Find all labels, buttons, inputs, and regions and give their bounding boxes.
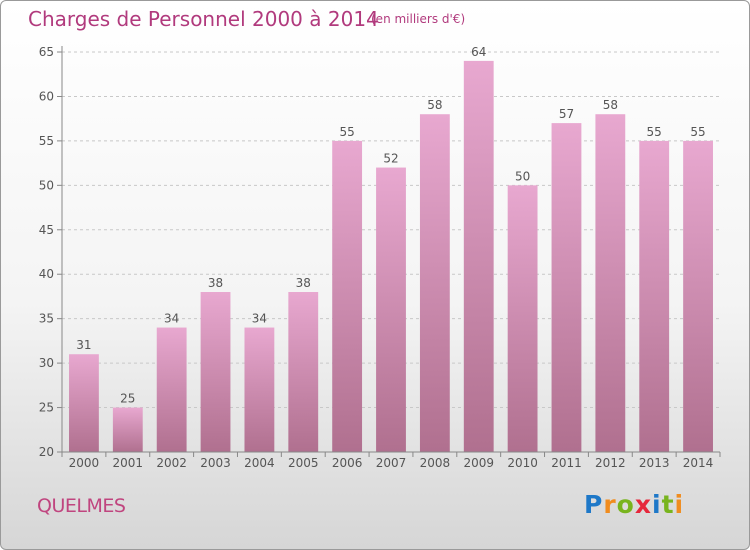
x-tick-label: 2014 <box>683 456 714 470</box>
bar <box>332 140 363 452</box>
y-tick-label: 65 <box>39 45 54 59</box>
y-tick-label: 40 <box>39 267 54 281</box>
bar <box>288 292 319 452</box>
logo-letter: t <box>661 490 675 519</box>
data-label: 64 <box>471 45 486 59</box>
x-tick-label: 2008 <box>420 456 451 470</box>
bar <box>463 60 494 453</box>
bar <box>595 114 626 452</box>
x-tick-label: 2007 <box>376 456 407 470</box>
bar <box>507 185 538 453</box>
bar <box>376 167 406 453</box>
data-label: 38 <box>208 276 223 290</box>
chart-title: Charges de Personnel 2000 à 2014 <box>28 7 379 31</box>
bar <box>112 407 143 452</box>
x-tick-label: 2001 <box>113 456 144 470</box>
logo-letter: o <box>616 490 635 519</box>
logo-letter: i <box>674 490 685 519</box>
bar <box>244 327 275 452</box>
logo-letter: i <box>652 490 662 519</box>
x-tick-label: 2003 <box>200 456 231 470</box>
data-label: 57 <box>559 107 574 121</box>
bar <box>419 114 450 452</box>
bar <box>69 354 99 452</box>
data-label: 58 <box>427 98 442 112</box>
x-tick-label: 2009 <box>463 456 494 470</box>
data-label: 55 <box>647 125 662 139</box>
data-label: 50 <box>515 169 530 183</box>
x-tick-label: 2005 <box>288 456 319 470</box>
proxiti-logo: Proxiti <box>584 490 684 519</box>
logo-letter: P <box>584 490 604 519</box>
y-tick-label: 55 <box>39 134 54 148</box>
x-tick-label: 2010 <box>507 456 538 470</box>
data-label: 55 <box>690 125 705 139</box>
x-tick-label: 2006 <box>332 456 363 470</box>
x-tick-label: 2011 <box>551 456 582 470</box>
x-tick-label: 2004 <box>244 456 275 470</box>
commune-name: QUELMES <box>37 495 126 517</box>
x-tick-label: 2012 <box>595 456 626 470</box>
data-label: 52 <box>383 152 398 166</box>
y-tick-label: 60 <box>39 89 54 103</box>
x-tick-label: 2000 <box>69 456 100 470</box>
data-label: 34 <box>252 312 267 326</box>
data-label: 55 <box>339 125 354 139</box>
bar <box>639 140 670 452</box>
bar <box>551 123 582 452</box>
bar <box>156 327 187 452</box>
y-tick-label: 50 <box>39 178 54 192</box>
data-label: 25 <box>120 392 135 406</box>
y-tick-label: 25 <box>39 401 54 415</box>
bar <box>683 140 713 452</box>
data-label: 34 <box>164 312 179 326</box>
y-tick-label: 35 <box>39 312 54 326</box>
chart-subtitle: (en milliers d'€) <box>371 12 466 26</box>
logo-letter: r <box>603 490 617 519</box>
y-tick-label: 30 <box>39 356 54 370</box>
y-tick-label: 45 <box>39 223 54 237</box>
x-tick-label: 2002 <box>156 456 187 470</box>
x-tick-label: 2013 <box>639 456 670 470</box>
bar <box>200 292 231 452</box>
data-label: 31 <box>76 338 91 352</box>
logo-letter: x <box>634 490 652 519</box>
data-label: 58 <box>603 98 618 112</box>
data-label: 38 <box>296 276 311 290</box>
y-tick-label: 20 <box>39 445 54 459</box>
